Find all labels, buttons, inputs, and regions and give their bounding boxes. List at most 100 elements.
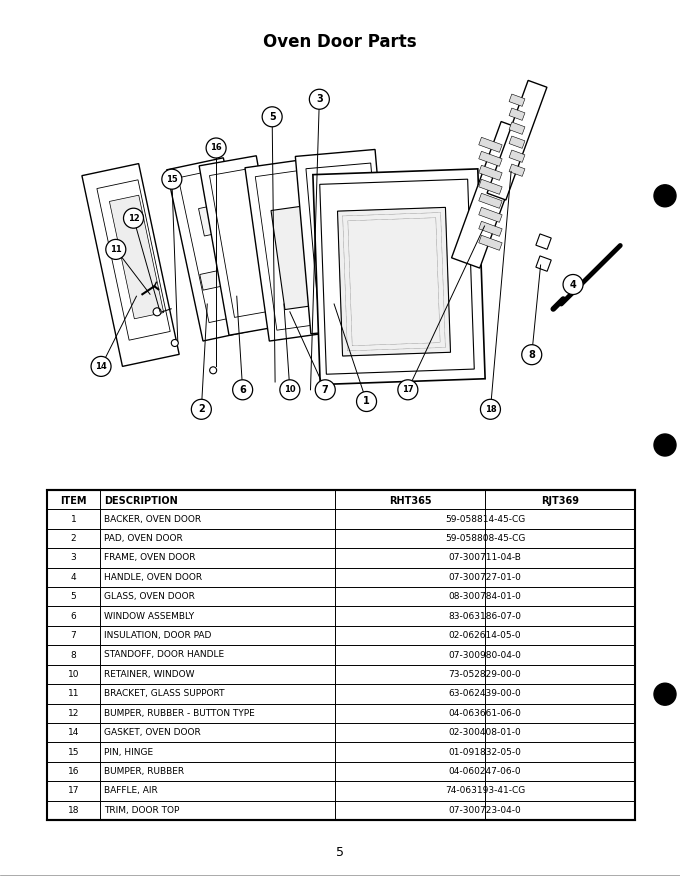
- Polygon shape: [479, 137, 502, 152]
- Polygon shape: [479, 151, 502, 166]
- Polygon shape: [479, 193, 502, 208]
- Text: 7: 7: [71, 631, 76, 640]
- Text: BUMPER, RUBBER: BUMPER, RUBBER: [104, 767, 184, 776]
- Text: 14: 14: [95, 362, 107, 371]
- Polygon shape: [479, 166, 502, 181]
- Text: RJT369: RJT369: [541, 496, 579, 506]
- Circle shape: [654, 185, 676, 206]
- Circle shape: [262, 107, 282, 126]
- Polygon shape: [199, 156, 286, 336]
- Circle shape: [206, 138, 226, 158]
- Text: 11: 11: [110, 245, 122, 254]
- Polygon shape: [509, 122, 525, 134]
- Text: ITEM: ITEM: [61, 496, 87, 506]
- Text: TRIM, DOOR TOP: TRIM, DOOR TOP: [104, 805, 180, 814]
- Polygon shape: [167, 158, 260, 341]
- Text: 1: 1: [71, 514, 76, 523]
- Polygon shape: [295, 150, 390, 334]
- Text: FRAME, OVEN DOOR: FRAME, OVEN DOOR: [104, 554, 195, 562]
- Circle shape: [124, 208, 143, 228]
- Text: 18: 18: [68, 805, 79, 814]
- Text: 8: 8: [71, 651, 76, 659]
- Text: PAD, OVEN DOOR: PAD, OVEN DOOR: [104, 534, 183, 543]
- Text: BRACKET, GLASS SUPPORT: BRACKET, GLASS SUPPORT: [104, 690, 224, 699]
- Text: BAFFLE, AIR: BAFFLE, AIR: [104, 787, 158, 796]
- Circle shape: [162, 169, 182, 190]
- Text: BACKER, OVEN DOOR: BACKER, OVEN DOOR: [104, 514, 201, 523]
- Text: 8: 8: [528, 350, 535, 360]
- Circle shape: [106, 239, 126, 259]
- Text: GLASS, OVEN DOOR: GLASS, OVEN DOOR: [104, 592, 194, 602]
- Text: 12: 12: [68, 708, 79, 717]
- Circle shape: [309, 89, 329, 109]
- Text: 02-062614-05-0: 02-062614-05-0: [449, 631, 522, 640]
- Polygon shape: [509, 108, 525, 120]
- Text: 3: 3: [71, 554, 76, 562]
- Text: 07-300727-01-0: 07-300727-01-0: [449, 573, 522, 582]
- Text: 07-300980-04-0: 07-300980-04-0: [449, 651, 522, 659]
- Circle shape: [171, 339, 178, 346]
- Circle shape: [153, 308, 161, 316]
- Polygon shape: [209, 167, 279, 318]
- Circle shape: [398, 380, 418, 400]
- Polygon shape: [536, 256, 551, 271]
- Text: 73-052829-00-0: 73-052829-00-0: [449, 670, 522, 679]
- Polygon shape: [178, 168, 254, 322]
- Polygon shape: [452, 122, 529, 268]
- Polygon shape: [255, 168, 335, 330]
- Polygon shape: [479, 179, 502, 194]
- Text: PIN, HINGE: PIN, HINGE: [104, 748, 153, 756]
- Text: 18: 18: [485, 405, 496, 414]
- Text: 4: 4: [71, 573, 76, 582]
- Text: 15: 15: [68, 748, 79, 756]
- Polygon shape: [479, 222, 502, 237]
- Text: 2: 2: [71, 534, 76, 543]
- Text: 5: 5: [336, 846, 344, 860]
- Polygon shape: [479, 235, 502, 250]
- Text: 7: 7: [322, 384, 328, 395]
- Text: 17: 17: [68, 787, 79, 796]
- Polygon shape: [199, 203, 232, 236]
- Text: 08-300784-01-0: 08-300784-01-0: [449, 592, 522, 602]
- Text: GASKET, OVEN DOOR: GASKET, OVEN DOOR: [104, 728, 201, 737]
- Polygon shape: [337, 207, 450, 356]
- Text: 16: 16: [210, 143, 222, 152]
- Text: 07-300723-04-0: 07-300723-04-0: [449, 805, 522, 814]
- Text: INSULATION, DOOR PAD: INSULATION, DOOR PAD: [104, 631, 211, 640]
- Polygon shape: [320, 179, 474, 374]
- Polygon shape: [487, 80, 547, 200]
- Text: 3: 3: [316, 94, 323, 104]
- Circle shape: [654, 684, 676, 705]
- Polygon shape: [509, 150, 525, 162]
- Circle shape: [563, 274, 583, 295]
- Text: 6: 6: [239, 384, 246, 395]
- Text: BUMPER, RUBBER - BUTTON TYPE: BUMPER, RUBBER - BUTTON TYPE: [104, 708, 255, 717]
- Polygon shape: [47, 490, 635, 820]
- Text: 2: 2: [198, 404, 205, 415]
- Text: 15: 15: [166, 174, 177, 183]
- Text: 1: 1: [363, 397, 370, 407]
- Text: Oven Door Parts: Oven Door Parts: [263, 33, 417, 51]
- Polygon shape: [245, 158, 341, 341]
- Text: RHT365: RHT365: [389, 496, 431, 506]
- Text: 4: 4: [570, 279, 577, 289]
- Circle shape: [191, 400, 211, 419]
- Polygon shape: [479, 207, 502, 222]
- Circle shape: [280, 380, 300, 400]
- Circle shape: [356, 392, 377, 411]
- Text: 11: 11: [68, 690, 79, 699]
- Text: 12: 12: [128, 214, 139, 222]
- Polygon shape: [200, 269, 231, 290]
- Polygon shape: [97, 180, 170, 340]
- Text: 17: 17: [402, 385, 413, 394]
- Text: HANDLE, OVEN DOOR: HANDLE, OVEN DOOR: [104, 573, 202, 582]
- Polygon shape: [536, 234, 551, 249]
- Polygon shape: [509, 164, 525, 176]
- Polygon shape: [306, 163, 384, 320]
- Text: 5: 5: [71, 592, 76, 602]
- Text: DESCRIPTION: DESCRIPTION: [104, 496, 177, 506]
- Text: 74-063193-41-CG: 74-063193-41-CG: [445, 787, 525, 796]
- Text: 83-063186-07-0: 83-063186-07-0: [449, 611, 522, 620]
- Text: 10: 10: [68, 670, 79, 679]
- Circle shape: [316, 380, 335, 400]
